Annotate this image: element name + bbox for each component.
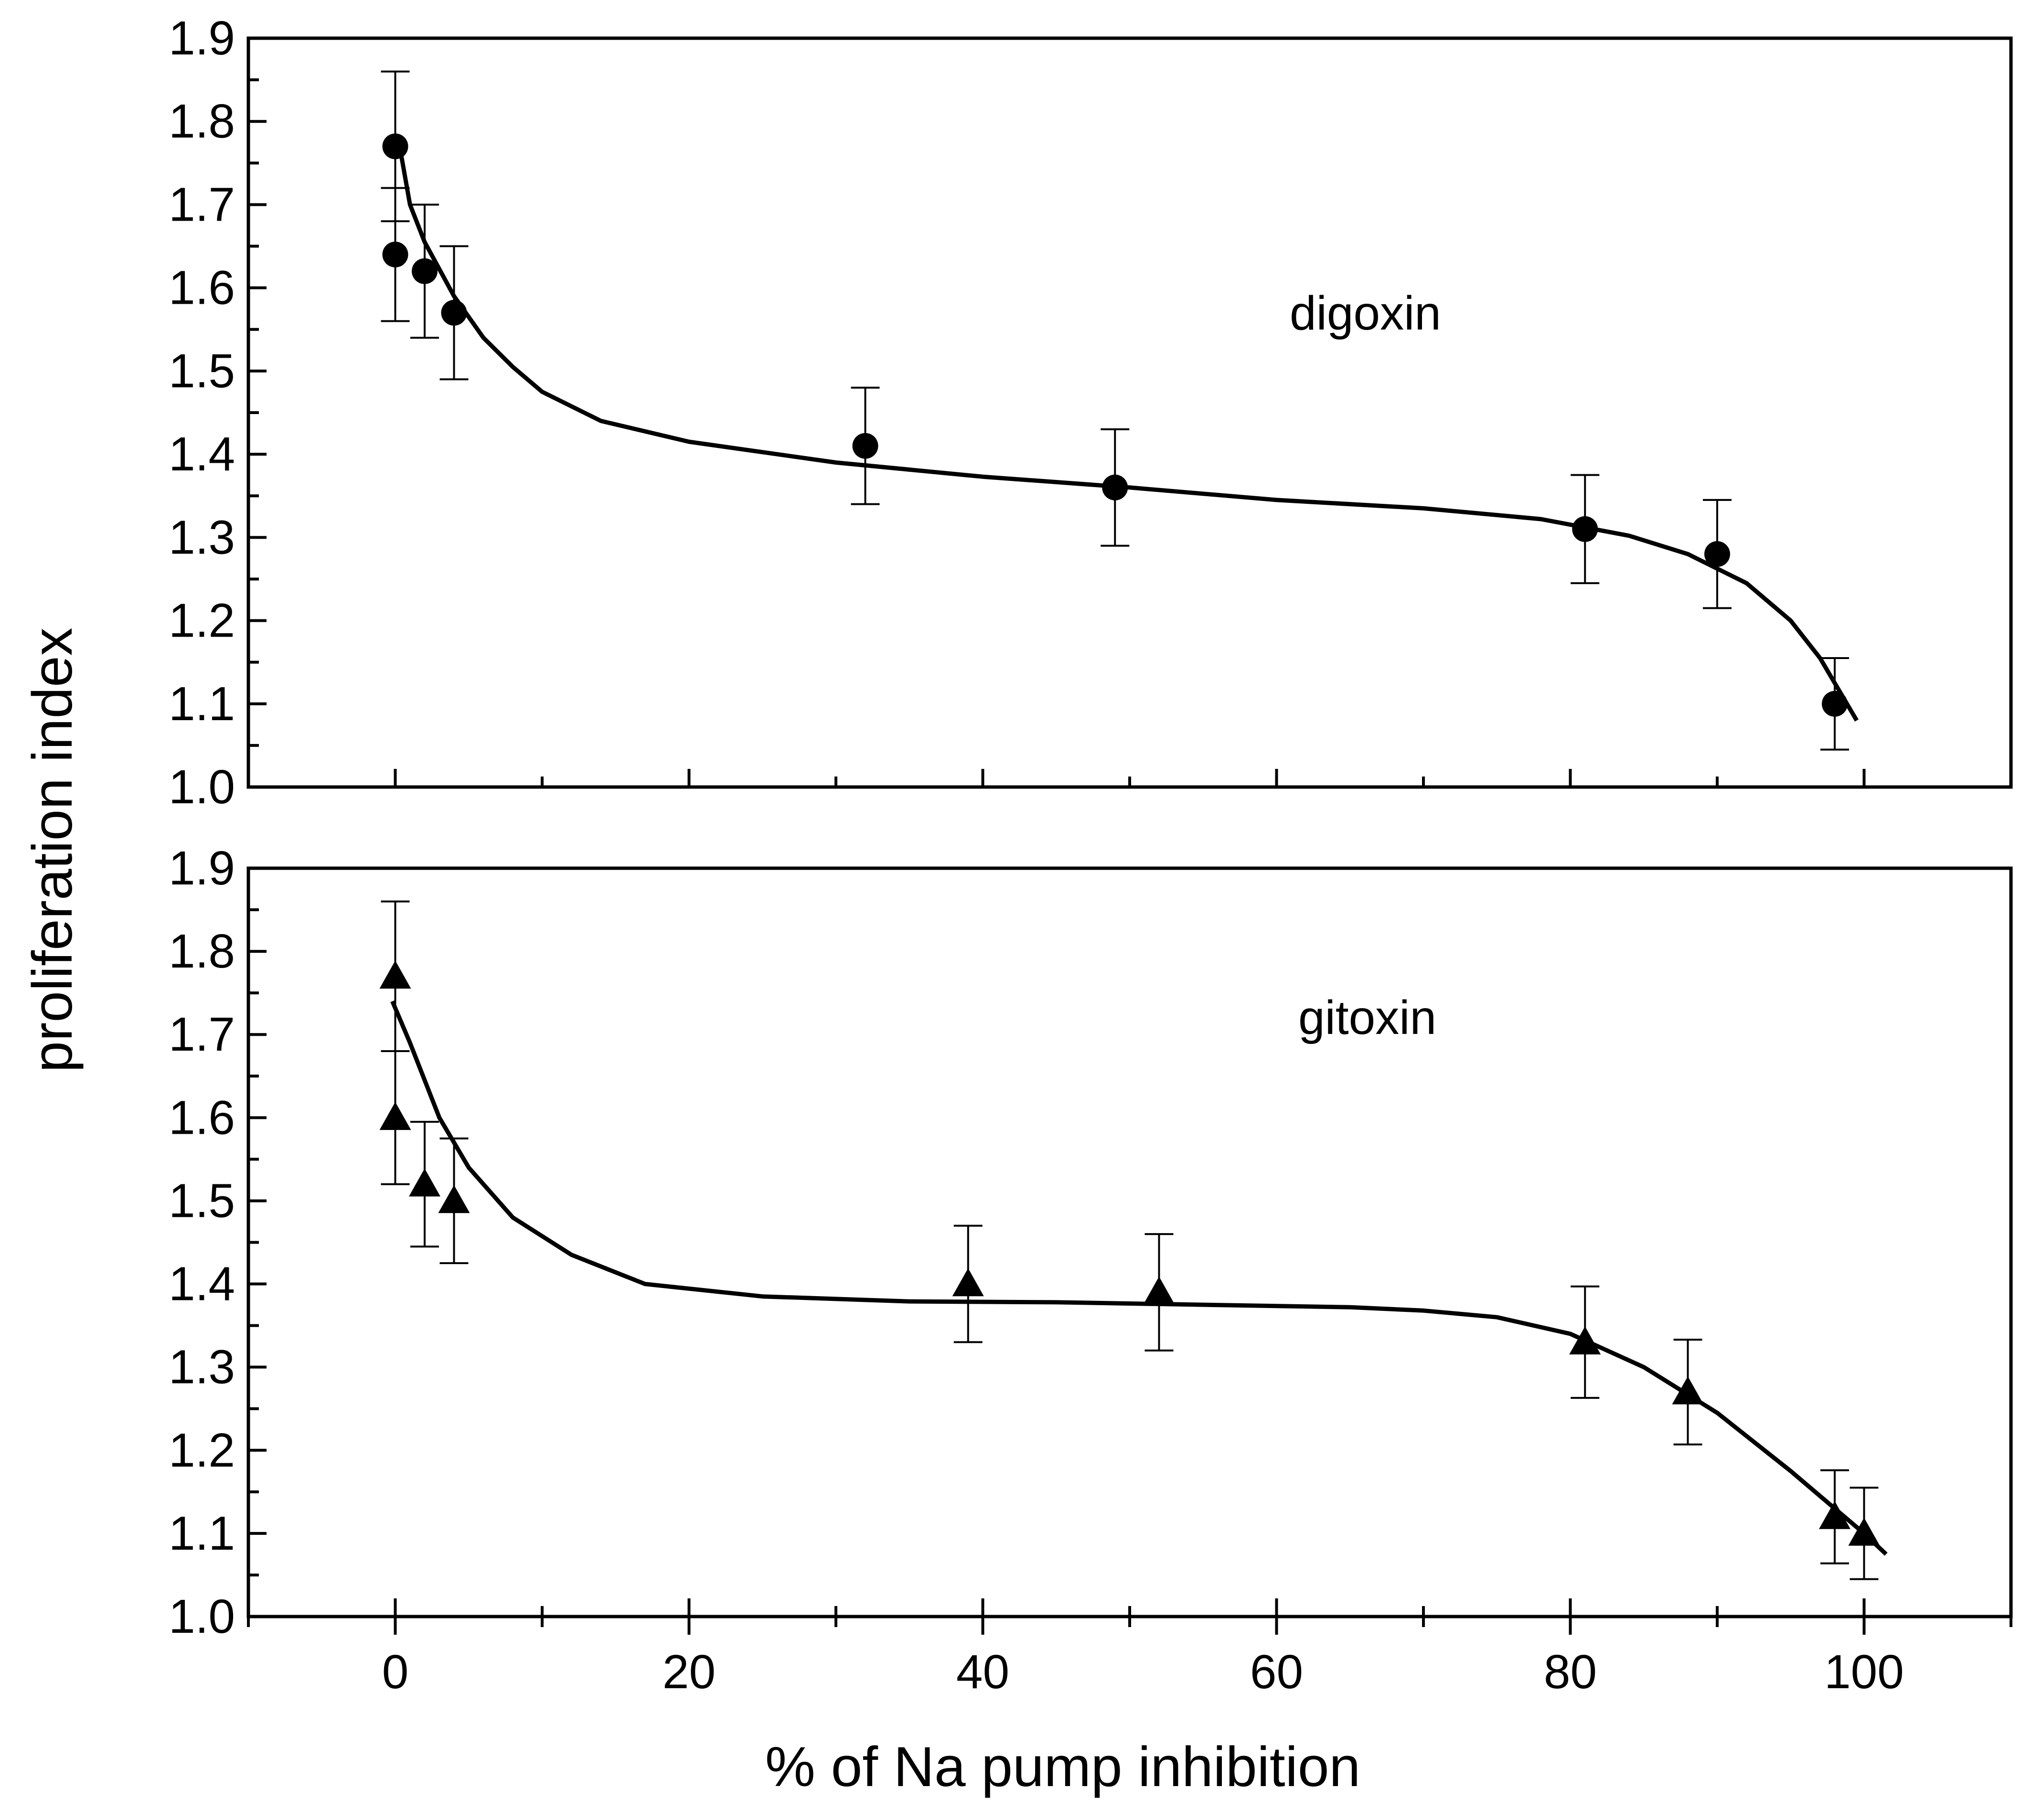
digoxin-plot-frame <box>246 36 2013 789</box>
digoxin-axes: 1.0 1.1 1.2 1.3 1.4 1.5 1.6 1.7 1.8 1.9 <box>169 11 2013 814</box>
gitoxin-y-tick-label: 1.3 <box>169 1341 235 1394</box>
x-tick-label: 100 <box>1824 1645 1904 1699</box>
digoxin-y-tick-label: 1.8 <box>169 95 235 148</box>
gitoxin-fit-curve <box>390 1000 1888 1556</box>
gitoxin-y-tick-label: 1.7 <box>169 1008 235 1061</box>
gitoxin-y-tick-label: 1.5 <box>169 1174 235 1227</box>
digoxin-data-point <box>1102 474 1128 500</box>
digoxin-marks <box>381 70 1859 751</box>
digoxin-fit-curve <box>397 146 1859 722</box>
digoxin-data-point <box>1704 541 1730 567</box>
gitoxin-plot-frame <box>246 866 2013 1618</box>
digoxin-y-tick-label: 1.7 <box>169 178 235 231</box>
gitoxin-data-point <box>1569 1326 1601 1355</box>
gitoxin-data-point <box>379 1102 411 1130</box>
gitoxin-y-tick-label: 1.4 <box>169 1257 235 1311</box>
y-axis-title: proliferation index <box>21 628 84 1072</box>
digoxin-y-tick-label: 1.6 <box>169 261 235 315</box>
gitoxin-data-point <box>1143 1276 1175 1305</box>
digoxin-y-tick-label: 1.0 <box>169 760 235 814</box>
digoxin-data-point <box>382 241 408 267</box>
gitoxin-y-tick-label: 1.8 <box>169 925 235 978</box>
digoxin-data-point <box>1822 691 1848 717</box>
gitoxin-data-point <box>1848 1517 1880 1546</box>
digoxin-y-tick-label: 1.4 <box>169 427 235 481</box>
digoxin-data-point <box>441 299 467 326</box>
digoxin-y-tick-label: 1.5 <box>169 344 235 398</box>
gitoxin-y-tick-label: 1.1 <box>169 1507 235 1560</box>
x-tick-label: 20 <box>663 1645 716 1699</box>
digoxin-data-point <box>852 433 878 459</box>
gitoxin-data-point <box>952 1268 984 1297</box>
x-tick-label: 80 <box>1544 1645 1597 1699</box>
gitoxin-y-tick-label: 1.6 <box>169 1091 235 1144</box>
gitoxin-data-point <box>1672 1376 1704 1405</box>
digoxin-data-point <box>412 258 438 284</box>
x-tick-label: 0 <box>382 1645 409 1699</box>
digoxin-label: digoxin <box>1290 287 1441 340</box>
gitoxin-data-point <box>379 960 411 989</box>
gitoxin-axes: 1.0 1.1 1.2 1.3 1.4 1.5 1.6 1.7 1.8 1.9 0 20 40 60 80 1… <box>169 841 2013 1699</box>
x-tick-label: 40 <box>956 1645 1009 1699</box>
gitoxin-marks <box>379 900 1888 1580</box>
gitoxin-panel: 1.0 1.1 1.2 1.3 1.4 1.5 1.6 1.7 1.8 1.9 0 20 40 60 80 1… <box>169 841 2013 1699</box>
gitoxin-y-tick-label: 1.2 <box>169 1424 235 1477</box>
x-axis-title: % of Na pump inhibition <box>765 1735 1360 1799</box>
digoxin-y-tick-label: 1.9 <box>169 11 235 65</box>
digoxin-y-tick-label: 1.3 <box>169 511 235 564</box>
gitoxin-y-tick-label: 1.9 <box>169 841 235 895</box>
gitoxin-y-tick-label: 1.0 <box>169 1590 235 1643</box>
digoxin-y-tick-label: 1.1 <box>169 677 235 731</box>
gitoxin-data-point <box>438 1185 470 1213</box>
x-tick-label: 60 <box>1250 1645 1303 1699</box>
digoxin-data-point <box>1572 516 1598 542</box>
digoxin-y-tick-label: 1.2 <box>169 594 235 648</box>
digoxin-panel: 1.0 1.1 1.2 1.3 1.4 1.5 1.6 1.7 1.8 1.9 digoxin <box>169 11 2013 814</box>
gitoxin-data-point <box>1819 1501 1850 1529</box>
gitoxin-label: gitoxin <box>1298 991 1436 1044</box>
gitoxin-data-point <box>409 1168 440 1197</box>
digoxin-data-point <box>382 133 408 160</box>
